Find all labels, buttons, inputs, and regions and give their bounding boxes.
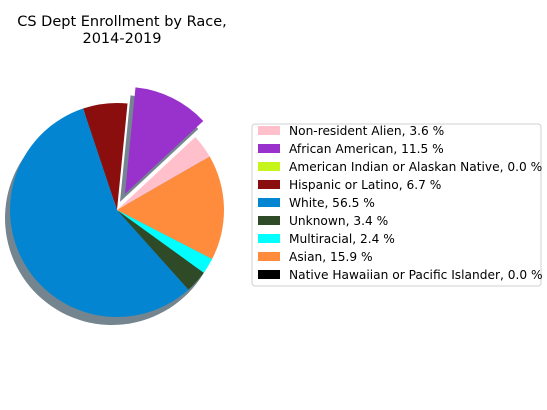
legend-swatch-african-american (258, 144, 280, 153)
legend-label-hispanic-or-latino: Hispanic or Latino, 6.7 % (289, 178, 441, 192)
legend: Non-resident Alien, 3.6 % African America… (251, 123, 543, 287)
pie-slice-african-american (124, 87, 204, 194)
pie-slices (10, 87, 224, 317)
pie-slice-multiracial (117, 210, 213, 273)
legend-label-multiracial: Multiracial, 2.4 % (289, 232, 395, 246)
legend-label-non-resident-alien: Non-resident Alien, 3.6 % (289, 124, 444, 138)
legend-label-native-hawaiian-or-pacific-islander: Native Hawaiian or Pacific Islander, 0.0… (289, 268, 543, 282)
pie-slice-asian (117, 156, 224, 259)
legend-label-american-indian-or-alaskan-native: American Indian or Alaskan Native, 0.0 % (289, 160, 542, 174)
pie-slice-non-resident-alien (117, 137, 210, 210)
legend-swatch-asian (258, 252, 280, 261)
legend-swatch-non-resident-alien (258, 126, 280, 135)
legend-label-african-american: African American, 11.5 % (289, 142, 444, 156)
legend-swatch-multiracial (258, 234, 280, 243)
legend-label-asian: Asian, 15.9 % (289, 250, 373, 264)
legend-swatch-native-hawaiian-or-pacific-islander (258, 270, 280, 279)
chart-title-line-2: 2014-2019 (82, 31, 161, 47)
legend-label-unknown: Unknown, 3.4 % (289, 214, 388, 228)
legend-swatch-hispanic-or-latino (258, 180, 280, 189)
legend-frame (251, 123, 542, 287)
legend-swatch-white (258, 198, 280, 207)
legend-swatch-unknown (258, 216, 280, 225)
pie-slice-white (10, 108, 189, 317)
legend-swatch-american-indian-or-alaskan-native (258, 162, 280, 171)
pie-slice-hispanic-or-latino (83, 103, 128, 210)
legend-label-white: White, 56.5 % (289, 196, 375, 210)
chart-title-line-1: CS Dept Enrollment by Race, (17, 14, 227, 30)
pie-slice-unknown (117, 210, 204, 290)
